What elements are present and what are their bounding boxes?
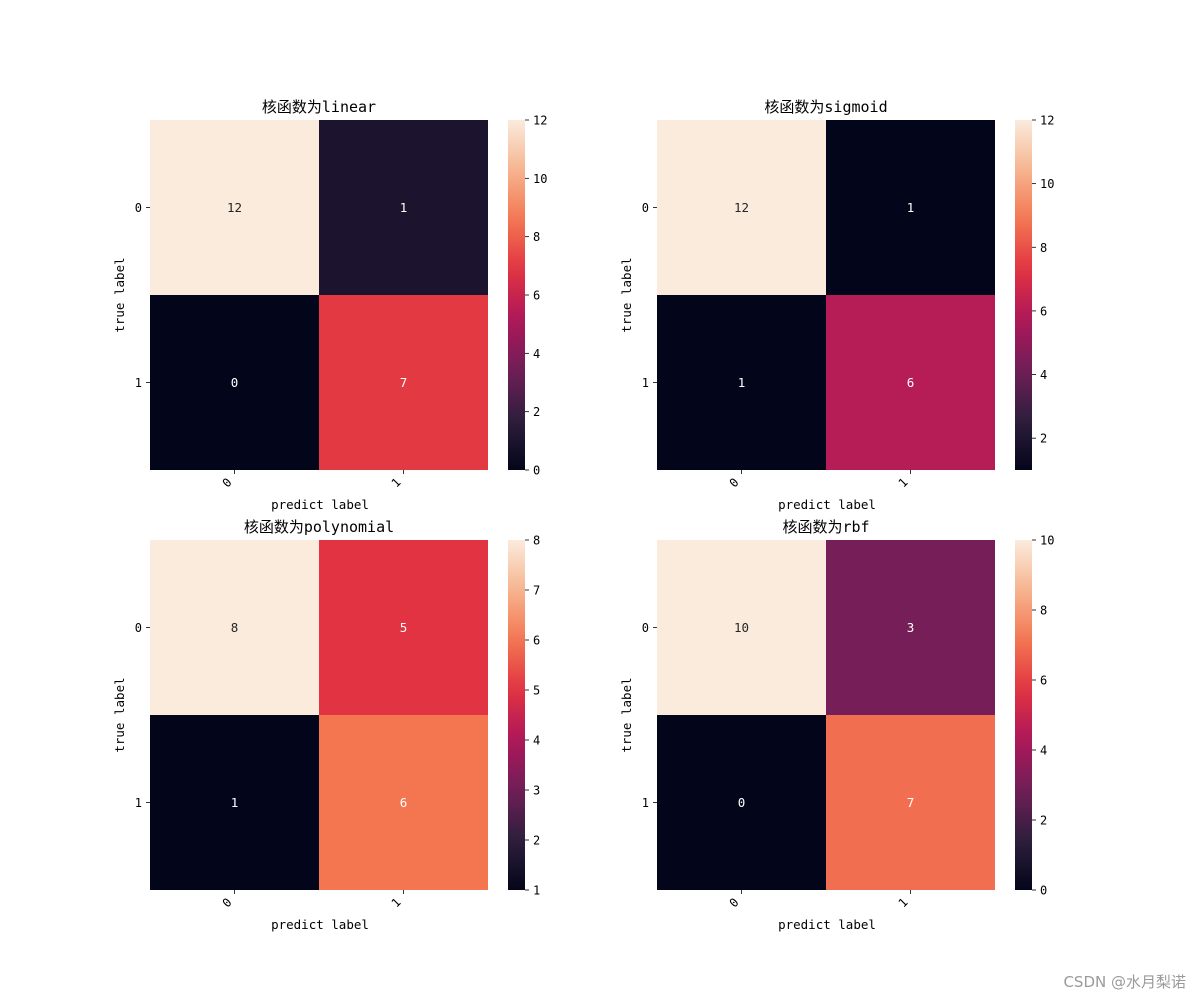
cell-value-label: 1 [400,200,408,215]
colorbar-tick-label: 5 [533,684,540,698]
colorbar-tick-label: 2 [533,405,540,419]
colorbar-tick-label: 6 [533,634,540,648]
heatmap-title: 核函数为polynomial [244,518,394,536]
colorbar [1015,540,1032,890]
heatmap-title: 核函数为linear [262,98,376,116]
x-tick-label: 1 [389,895,404,910]
heatmap-cell [657,715,826,890]
watermark-text: CSDN @水月梨诺 [1063,973,1186,991]
cell-value-label: 1 [907,200,915,215]
colorbar-tick-label: 12 [1040,114,1054,128]
y-tick-label: 1 [642,376,649,390]
x-tick-label: 1 [896,475,911,490]
x-axis-label: predict label [271,497,369,512]
colorbar [508,120,525,470]
heatmap-cell [150,715,319,890]
cell-value-label: 0 [231,375,239,390]
x-axis-label: predict label [778,917,876,932]
colorbar-tick-label: 4 [1040,368,1047,382]
colorbar-tick-label: 6 [1040,304,1047,318]
colorbar-tick-label: 8 [1040,241,1047,255]
cell-value-label: 10 [734,620,749,635]
heatmap-cell [826,120,995,295]
x-tick-label: 0 [220,895,235,910]
colorbar-tick-label: 2 [1040,814,1047,828]
colorbar-tick-label: 0 [1040,884,1047,898]
cell-value-label: 12 [734,200,749,215]
y-tick-label: 0 [642,201,649,215]
colorbar-tick-label: 7 [533,584,540,598]
cell-value-label: 6 [907,375,915,390]
heatmap-title: 核函数为rbf [782,518,869,536]
cell-value-label: 7 [907,795,915,810]
y-tick-label: 0 [135,621,142,635]
colorbar-tick-label: 6 [1040,674,1047,688]
heatmap-cell [319,295,488,470]
y-tick-label: 0 [642,621,649,635]
y-tick-label: 1 [135,376,142,390]
colorbar [508,540,525,890]
heatmap-cell [150,295,319,470]
heatmap-cell [319,540,488,715]
heatmap-cell [657,295,826,470]
heatmap-cell [150,120,319,295]
colorbar-tick-label: 4 [533,734,540,748]
y-axis-label: true label [112,677,127,752]
heatmap-cell [826,540,995,715]
cell-value-label: 6 [400,795,408,810]
cell-value-label: 8 [231,620,239,635]
colorbar-tick-label: 3 [533,784,540,798]
colorbar-tick-label: 2 [1040,432,1047,446]
heatmap-cell [319,120,488,295]
x-axis-label: predict label [271,917,369,932]
colorbar-tick-label: 8 [1040,604,1047,618]
colorbar-tick-label: 12 [533,114,547,128]
colorbar-tick-label: 10 [1040,177,1054,191]
x-axis-label: predict label [778,497,876,512]
cell-value-label: 1 [231,795,239,810]
cell-value-label: 12 [227,200,242,215]
x-tick-label: 1 [389,475,404,490]
heatmap-cell [319,715,488,890]
y-axis-label: true label [619,257,634,332]
colorbar-tick-label: 4 [1040,744,1047,758]
cell-value-label: 7 [400,375,408,390]
heatmap-cell [826,715,995,890]
colorbar-tick-label: 2 [533,834,540,848]
y-axis-label: true label [619,677,634,752]
y-tick-label: 1 [642,796,649,810]
x-tick-label: 1 [896,895,911,910]
y-tick-label: 1 [135,796,142,810]
heatmap-cell [826,295,995,470]
heatmap-cell [150,540,319,715]
colorbar-tick-label: 10 [533,172,547,186]
colorbar-tick-label: 10 [1040,534,1054,548]
cell-value-label: 3 [907,620,915,635]
colorbar-tick-label: 4 [533,347,540,361]
colorbar-tick-label: 0 [533,464,540,478]
x-tick-label: 0 [727,475,742,490]
heatmap-cell [657,540,826,715]
colorbar-tick-label: 8 [533,534,540,548]
colorbar-tick-label: 1 [533,884,540,898]
cell-value-label: 1 [738,375,746,390]
y-tick-label: 0 [135,201,142,215]
colorbar [1015,120,1032,470]
y-axis-label: true label [112,257,127,332]
heatmap-title: 核函数为sigmoid [764,98,887,116]
colorbar-tick-label: 6 [533,289,540,303]
heatmap-cell [657,120,826,295]
colorbar-tick-label: 8 [533,230,540,244]
x-tick-label: 0 [220,475,235,490]
heatmap-panel-3: 核函数为polynomial 8 5 1 6 0 1 0 1 predict label true … [112,518,540,932]
cell-value-label: 0 [738,795,746,810]
x-tick-label: 0 [727,895,742,910]
cell-value-label: 5 [400,620,408,635]
